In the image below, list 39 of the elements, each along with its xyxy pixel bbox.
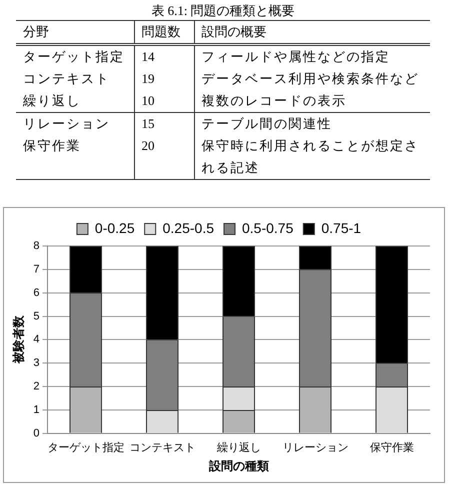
text: データベース利用や検索条件など	[194, 68, 430, 90]
y-tick-label: 4	[33, 334, 40, 346]
text: テーブル間の関連性	[194, 112, 430, 135]
text: 15	[134, 112, 194, 135]
x-tick-label: ターゲット指定	[47, 441, 124, 454]
y-tick-label: 6	[33, 286, 40, 299]
text: 問題数	[134, 20, 194, 44]
text: フィールドや属性などの指定	[194, 44, 430, 68]
text: 保守時に利用されることが想定される記述	[194, 135, 430, 180]
category-label: 保守作業	[22, 137, 82, 155]
legend-label: 0.75-1	[321, 220, 362, 236]
x-tick-label: 保守作業	[370, 441, 414, 454]
y-axis-title: 被験者数	[12, 314, 26, 365]
text: 20	[134, 135, 194, 180]
y-tick-label: 3	[33, 357, 40, 370]
text: 分野	[22, 23, 50, 41]
category-label: ターゲット指定	[22, 48, 126, 66]
legend-label: 0.25-0.5	[162, 220, 214, 236]
text: 表 6.1: 問題の種類と概要	[150, 2, 296, 20]
y-tick-label: 5	[33, 310, 40, 322]
x-tick-label: 繰り返し	[216, 441, 261, 454]
text: 10	[134, 90, 194, 112]
text: 14	[134, 44, 194, 68]
legend-label: 0-0.25	[94, 220, 135, 236]
category-label: コンテキスト	[22, 70, 111, 88]
text: 設問の概要	[194, 20, 430, 44]
y-tick-label: 2	[33, 380, 40, 393]
legend-label: 0.5-0.75	[242, 220, 294, 236]
text: 複数のレコードの表示	[194, 90, 430, 112]
y-tick-label: 8	[33, 240, 40, 252]
category-label: リレーション	[22, 115, 111, 133]
x-tick-label: コンテキスト	[129, 442, 196, 454]
y-tick-label: 7	[33, 263, 40, 276]
y-tick-label: 1	[33, 404, 40, 416]
category-label: 繰り返し	[22, 92, 82, 110]
x-axis-title: 設問の種類	[208, 459, 269, 474]
x-tick-label: リレーション	[282, 442, 348, 454]
text: 19	[134, 68, 194, 90]
y-tick-label: 0	[33, 427, 40, 440]
